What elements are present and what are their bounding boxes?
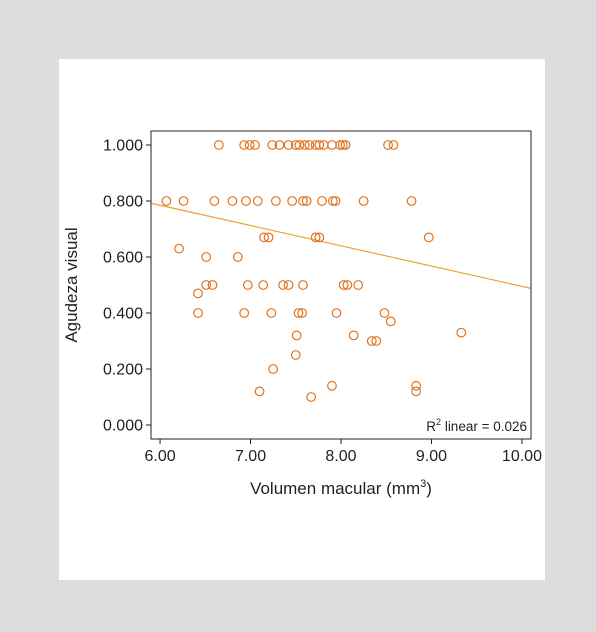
- data-point: [263, 232, 274, 243]
- data-point: [293, 308, 304, 318]
- y-tick-label: 0.200: [103, 362, 143, 379]
- data-point: [310, 232, 321, 243]
- data-point: [379, 308, 390, 318]
- data-point: [259, 232, 269, 243]
- y-tick-label: 0.800: [103, 194, 143, 211]
- fit-line: [150, 202, 532, 289]
- data-point: [327, 196, 338, 206]
- data-point: [331, 308, 342, 318]
- data-point: [250, 140, 260, 150]
- data-point: [330, 196, 341, 206]
- x-axis-label-close: ): [426, 479, 432, 498]
- data-point: [254, 386, 265, 397]
- y-tick-label: 0.000: [103, 418, 143, 435]
- y-tick-label: 0.400: [103, 306, 143, 323]
- data-point: [385, 316, 396, 327]
- data-point: [283, 140, 294, 150]
- data-point: [291, 330, 302, 341]
- data-point: [358, 196, 369, 206]
- data-point: [304, 140, 315, 150]
- data-point: [232, 252, 243, 262]
- data-point: [335, 140, 345, 150]
- data-point: [406, 196, 417, 206]
- data-point: [366, 336, 377, 346]
- data-point: [411, 380, 421, 391]
- x-tick-label: 6.00: [144, 448, 175, 465]
- data-point: [174, 243, 184, 254]
- data-point: [258, 280, 269, 290]
- r-squared-value: linear = 0.026: [441, 419, 527, 434]
- data-point: [242, 280, 253, 290]
- data-point: [209, 196, 220, 206]
- data-point: [299, 140, 310, 150]
- data-point: [306, 392, 317, 402]
- data-point: [266, 308, 277, 318]
- data-point: [298, 280, 308, 290]
- data-point: [267, 140, 278, 150]
- data-point: [383, 140, 393, 150]
- x-tick-label: 9.00: [416, 448, 447, 465]
- data-point: [423, 232, 434, 243]
- data-point: [411, 386, 421, 397]
- x-axis-label: Volumen macular (mm3): [250, 478, 432, 498]
- data-point: [283, 280, 294, 290]
- data-point: [294, 140, 305, 150]
- data-point: [388, 140, 399, 150]
- data-point: [193, 308, 203, 318]
- data-point: [298, 196, 308, 206]
- data-point: [207, 280, 218, 290]
- data-point: [201, 280, 212, 290]
- chart-panel: 6.00 7.00 8.00 9.00 10.00 0.000 0.200 0.400 0.60…: [59, 59, 545, 580]
- data-point: [327, 140, 337, 150]
- r-squared-prefix: R: [426, 419, 436, 434]
- x-tick-label: 8.00: [325, 448, 356, 465]
- data-point: [290, 350, 301, 360]
- data-point: [244, 140, 255, 150]
- x-axis-label-text: Volumen macular (mm: [250, 479, 420, 498]
- data-point: [287, 196, 298, 206]
- r-squared-superscript: 2: [436, 417, 441, 427]
- data-point: [252, 196, 263, 206]
- data-point: [348, 330, 359, 341]
- y-tick-label: 0.600: [103, 250, 143, 267]
- data-point: [270, 196, 281, 206]
- data-point: [239, 140, 250, 150]
- r-squared-annotation: R2 linear = 0.026: [426, 417, 527, 434]
- y-axis-label: Agudeza visual: [62, 227, 81, 342]
- x-tick-label: 7.00: [235, 448, 266, 465]
- data-point: [314, 232, 325, 243]
- data-point: [456, 327, 467, 338]
- data-point: [314, 140, 325, 150]
- x-axis-label-superscript: 3: [420, 478, 426, 490]
- y-tick-label: 1.000: [103, 138, 143, 155]
- data-point: [193, 288, 203, 299]
- data-point: [241, 196, 251, 206]
- data-point: [340, 140, 351, 150]
- data-point: [213, 140, 224, 150]
- scatter-chart: 6.00 7.00 8.00 9.00 10.00 0.000 0.200 0.400 0.60…: [62, 130, 542, 498]
- data-point: [327, 380, 337, 391]
- data-point: [371, 336, 382, 346]
- data-point: [227, 196, 238, 206]
- data-point: [342, 280, 353, 290]
- data-point: [338, 280, 349, 290]
- data-point: [297, 308, 307, 318]
- x-tick-label: 10.00: [502, 448, 542, 465]
- data-point: [278, 280, 288, 290]
- data-point: [317, 196, 327, 206]
- data-point: [161, 196, 172, 206]
- data-point: [268, 364, 279, 374]
- data-point: [239, 308, 250, 318]
- data-point: [178, 196, 189, 206]
- data-point: [353, 280, 364, 290]
- data-point: [201, 252, 212, 262]
- data-point: [337, 140, 348, 150]
- data-point: [301, 196, 312, 206]
